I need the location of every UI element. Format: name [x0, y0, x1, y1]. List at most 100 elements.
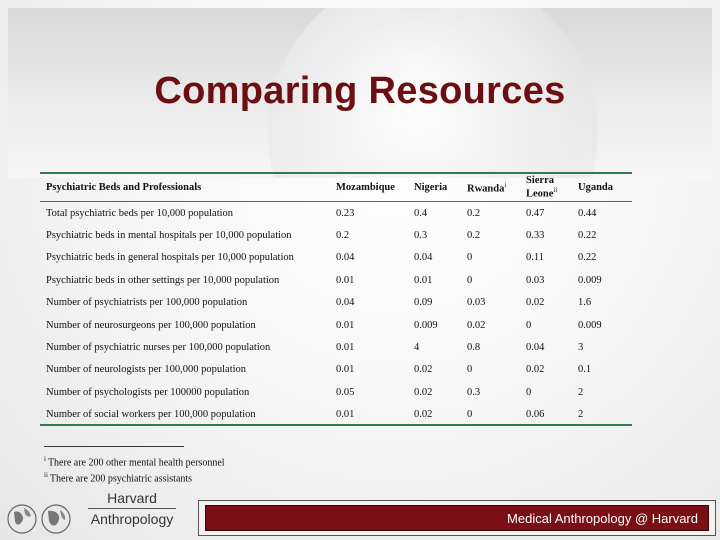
cell-value: 4 — [414, 342, 420, 354]
table-row: Number of psychiatrists per 100,000 popu… — [40, 292, 632, 314]
cell-value: 0.09 — [414, 297, 433, 309]
cell-value: 0.04 — [336, 252, 355, 264]
cell-value: 0.3 — [467, 386, 481, 398]
row-label: Psychiatric beds in other settings per 1… — [46, 274, 280, 286]
row-label: Psychiatric beds in general hospitals pe… — [46, 252, 294, 264]
cell-value: 0.06 — [526, 409, 545, 421]
header-rwanda: Rwandai — [461, 174, 520, 202]
brand-divider — [88, 508, 176, 509]
cell-value: 0.03 — [467, 297, 486, 309]
row-label: Number of psychiatric nurses per 100,000… — [46, 342, 271, 354]
table-row: Psychiatric beds in general hospitals pe… — [40, 247, 632, 269]
cell-value: 0 — [467, 274, 473, 286]
table-top-rule — [40, 172, 632, 174]
table-row: Psychiatric beds in other settings per 1… — [40, 269, 632, 291]
cell-value: 0.02 — [414, 364, 433, 376]
footnote-1-mark: i — [44, 455, 46, 463]
cell-value: 0 — [467, 252, 473, 264]
table-header-row: Psychiatric Beds and Professionals Mozam… — [40, 174, 632, 202]
cell-value: 0.04 — [336, 297, 355, 309]
cell-value: 1.6 — [578, 297, 592, 309]
row-label: Number of neurosurgeons per 100,000 popu… — [46, 319, 256, 331]
cell-value: 0.03 — [526, 274, 545, 286]
cell-value: 0.23 — [336, 207, 355, 219]
cell-value: 0.1 — [578, 364, 592, 376]
cell-value: 3 — [578, 342, 584, 354]
cell-value: 0 — [526, 386, 532, 398]
resources-table-container: Psychiatric Beds and Professionals Mozam… — [40, 172, 632, 426]
footnote-1: i There are 200 other mental health perso… — [44, 453, 304, 469]
background-globe — [268, 8, 598, 178]
cell-value: 0.01 — [414, 274, 433, 286]
cell-value: 0.33 — [526, 230, 545, 242]
cell-value: 0.01 — [336, 342, 355, 354]
header-band — [8, 8, 712, 178]
cell-value: 0.44 — [578, 207, 597, 219]
row-label: Number of neurologists per 100,000 popul… — [46, 364, 247, 376]
footer-bar: Medical Anthropology @ Harvard — [205, 505, 709, 531]
row-label: Total psychiatric beds per 10,000 popula… — [46, 207, 234, 219]
header-mozambique: Mozambique — [330, 174, 408, 202]
cell-value: 0.04 — [414, 252, 433, 264]
globe-logo-icon — [7, 504, 71, 534]
header-measure: Psychiatric Beds and Professionals — [40, 174, 330, 202]
header-rwanda-footnote-mark: i — [504, 180, 507, 189]
cell-value: 0.47 — [526, 207, 545, 219]
header-rwanda-label: Rwanda — [467, 183, 505, 195]
brand-line-harvard: Harvard — [107, 490, 157, 506]
cell-value: 0 — [467, 364, 473, 376]
table-row: Number of social workers per 100,000 pop… — [40, 404, 632, 426]
table-row: Number of neurosurgeons per 100,000 popu… — [40, 314, 632, 336]
header-sierra-leone: Sierra Leoneii — [520, 174, 572, 202]
cell-value: 0.8 — [467, 342, 481, 354]
cell-value: 0.2 — [467, 207, 481, 219]
cell-value: 0.02 — [414, 409, 433, 421]
cell-value: 0 — [467, 409, 473, 421]
row-label: Number of social workers per 100,000 pop… — [46, 409, 256, 421]
cell-value: 0.11 — [526, 252, 544, 264]
table-row: Psychiatric beds in mental hospitals per… — [40, 224, 632, 246]
footnotes: i There are 200 other mental health perso… — [44, 446, 304, 486]
cell-value: 0.22 — [578, 252, 597, 264]
cell-value: 0.04 — [526, 342, 545, 354]
footnote-2: ii There are 200 psychiatric assistants — [44, 469, 304, 485]
cell-value: 0 — [526, 319, 532, 331]
cell-value: 2 — [578, 386, 584, 398]
cell-value: 0.01 — [336, 319, 355, 331]
footnote-2-text: There are 200 psychiatric assistants — [49, 473, 193, 485]
brand-line-anthropology: Anthropology — [90, 511, 174, 527]
resources-table: Psychiatric Beds and Professionals Mozam… — [40, 174, 632, 426]
cell-value: 0.01 — [336, 364, 355, 376]
footnote-1-text: There are 200 other mental health person… — [47, 457, 225, 469]
slide-title: Comparing Resources — [154, 70, 566, 112]
cell-value: 0.22 — [578, 230, 597, 242]
row-label: Number of psychiatrists per 100,000 popu… — [46, 297, 248, 309]
table-row: Number of psychologists per 100000 popul… — [40, 381, 632, 403]
cell-value: 0.01 — [336, 409, 355, 421]
cell-value: 0.009 — [578, 274, 602, 286]
header-sierra-leone-label: Sierra Leone — [526, 175, 554, 200]
cell-value: 0.4 — [414, 207, 428, 219]
footnote-rule — [44, 446, 184, 447]
header-sierra-footnote-mark: ii — [553, 186, 558, 195]
table-row: Total psychiatric beds per 10,000 popula… — [40, 202, 632, 225]
table-bottom-rule — [40, 424, 632, 426]
cell-value: 0.02 — [526, 364, 545, 376]
table-row: Number of neurologists per 100,000 popul… — [40, 359, 632, 381]
harvard-anthropology-brand: Harvard Anthropology — [84, 490, 180, 527]
cell-value: 0.2 — [467, 230, 481, 242]
header-uganda: Uganda — [572, 174, 632, 202]
row-label: Psychiatric beds in mental hospitals per… — [46, 230, 292, 242]
cell-value: 0.3 — [414, 230, 428, 242]
cell-value: 0.05 — [336, 386, 355, 398]
cell-value: 2 — [578, 409, 584, 421]
table-row: Number of psychiatric nurses per 100,000… — [40, 336, 632, 358]
footnote-2-mark: ii — [44, 471, 48, 480]
cell-value: 0.01 — [336, 274, 355, 286]
cell-value: 0.009 — [578, 319, 602, 331]
header-nigeria: Nigeria — [408, 174, 461, 202]
cell-value: 0.02 — [467, 319, 486, 331]
row-label: Number of psychologists per 100000 popul… — [46, 386, 250, 398]
footer-text: Medical Anthropology @ Harvard — [507, 511, 698, 526]
cell-value: 0.009 — [414, 319, 438, 331]
